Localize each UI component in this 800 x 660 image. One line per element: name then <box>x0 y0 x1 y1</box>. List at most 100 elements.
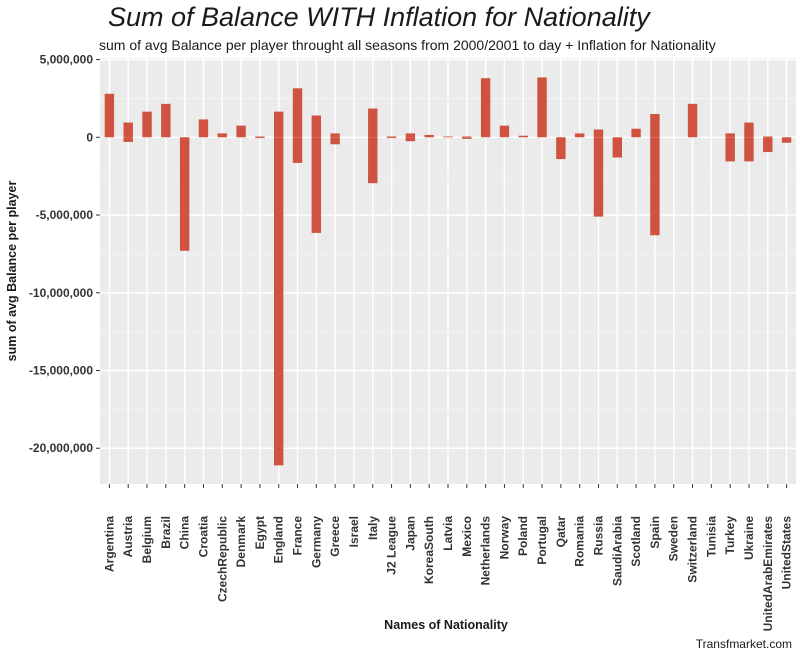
bar-denmark-positive <box>236 125 246 138</box>
chart-subtitle: sum of avg Balance per player throught a… <box>99 37 716 53</box>
x-tick-label: Germany <box>309 516 323 568</box>
bar-argentina-positive <box>104 93 115 138</box>
bar-portugal-positive <box>537 77 547 138</box>
x-tick-label: Sweden <box>667 516 681 561</box>
bar-unitedstates-negative <box>781 137 792 143</box>
x-tick-label: Denmark <box>234 516 248 568</box>
bar-brazil-positive <box>161 103 171 138</box>
x-tick-label: Portugal <box>535 516 549 565</box>
bar-czechrepublic-positive <box>217 133 227 138</box>
y-tick-label: -5,000,000 <box>36 208 94 222</box>
bar-poland-positive <box>518 135 528 138</box>
bar-germany-negative <box>311 137 322 233</box>
x-tick-label: Norway <box>497 516 511 560</box>
bar-england-negative <box>274 137 284 466</box>
x-tick-label: Ukraine <box>742 516 756 560</box>
bar-mexico-positive <box>462 136 472 138</box>
x-tick-label: CzechRepublic <box>215 516 229 602</box>
bar-croatia-positive <box>198 119 209 138</box>
x-tick-label: Qatar <box>554 516 568 548</box>
bar-china-negative <box>179 137 190 251</box>
bar-koreasouth-positive <box>424 134 434 138</box>
y-axis-title: sum of avg Balance per player <box>5 181 19 362</box>
bar-england-positive <box>274 111 284 138</box>
bar-switzerland-positive <box>687 103 698 138</box>
bar-japan-positive <box>405 133 416 138</box>
x-tick-label: Croatia <box>196 516 210 558</box>
bar-ukraine-positive <box>744 122 754 138</box>
x-tick-label: Israel <box>347 516 361 547</box>
x-tick-label: Poland <box>516 516 530 556</box>
x-tick-label: Romania <box>573 516 587 567</box>
bar-j2-league-negative <box>386 137 397 139</box>
y-tick-label: 5,000,000 <box>40 53 94 67</box>
x-tick-label: Turkey <box>723 516 737 555</box>
x-tick-label: Italy <box>366 516 380 540</box>
bar-spain-positive <box>650 113 660 138</box>
bar-qatar-negative <box>556 137 566 160</box>
bar-unitedarabemirates-positive <box>763 136 773 138</box>
x-tick-label: UnitedArabEmirates <box>761 516 775 632</box>
x-tick-label: Brazil <box>159 516 173 549</box>
x-tick-label: France <box>291 516 305 556</box>
bar-greece-negative <box>330 137 340 145</box>
x-tick-label: Mexico <box>460 516 474 557</box>
x-tick-label: Belgium <box>140 516 154 563</box>
x-tick-label: Tunisia <box>704 516 718 557</box>
bar-romania-positive <box>574 133 585 138</box>
bar-austria-positive <box>123 122 133 138</box>
bar-mexico-negative <box>462 137 472 139</box>
bar-netherlands-positive <box>480 78 491 138</box>
bars <box>104 77 792 466</box>
bar-unitedarabemirates-negative <box>763 137 773 153</box>
bar-turkey-positive <box>725 133 735 138</box>
bar-saudiarabia-negative <box>612 137 622 158</box>
x-tick-label: Spain <box>648 516 662 549</box>
x-tick-label: Netherlands <box>479 516 493 586</box>
y-tick-label: -10,000,000 <box>29 286 93 300</box>
bar-japan-negative <box>405 137 416 142</box>
bar-turkey-negative <box>725 137 735 162</box>
x-axis: Argentina Austria Belgium Brazil China Croati… <box>102 484 794 632</box>
x-tick-label: Argentina <box>102 516 116 572</box>
bar-germany-positive <box>311 115 322 138</box>
chart-title: Sum of Balance WITH Inflation for Nation… <box>108 2 650 32</box>
bar-austria-negative <box>123 137 133 142</box>
x-tick-label: England <box>272 516 286 563</box>
x-tick-label: Egypt <box>253 516 267 549</box>
bar-spain-negative <box>650 137 660 236</box>
x-tick-label: Austria <box>121 516 135 558</box>
bar-norway-positive <box>499 125 510 138</box>
y-tick-label: -20,000,000 <box>29 441 93 455</box>
y-tick-label: -15,000,000 <box>29 364 93 378</box>
x-tick-label: Greece <box>328 516 342 557</box>
x-tick-label: Japan <box>403 516 417 551</box>
x-axis-title: Names of Nationality <box>384 618 508 632</box>
bar-j2-league-positive <box>386 136 397 138</box>
x-tick-label: Russia <box>591 516 605 556</box>
x-tick-label: KoreaSouth <box>422 516 436 584</box>
bar-latvia-positive <box>443 136 453 138</box>
bar-belgium-positive <box>142 111 152 138</box>
x-tick-label: Scotland <box>629 516 643 567</box>
x-tick-label: SaudiArabia <box>610 516 624 586</box>
bar-egypt-negative <box>255 137 265 139</box>
bar-russia-positive <box>593 129 604 138</box>
y-axis: 5,000,000 0 -5,000,000 -10,000,000 -15,000,0… <box>29 53 100 455</box>
bar-greece-positive <box>330 133 340 138</box>
chart-caption: Transfmarket.com <box>695 637 792 651</box>
x-tick-label: China <box>178 516 192 550</box>
bar-italy-positive <box>368 108 378 138</box>
bar-ukraine-negative <box>744 137 754 162</box>
x-tick-label: UnitedStates <box>780 516 794 590</box>
bar-russia-negative <box>593 137 604 217</box>
x-tick-label: Latvia <box>441 516 455 551</box>
bar-italy-negative <box>368 137 378 184</box>
bar-france-positive <box>292 88 303 138</box>
y-tick-label: 0 <box>86 130 93 144</box>
bar-egypt-positive <box>255 136 265 138</box>
bar-france-negative <box>292 137 303 163</box>
bar-scotland-positive <box>631 128 641 138</box>
x-tick-label: J2 League <box>385 516 399 575</box>
